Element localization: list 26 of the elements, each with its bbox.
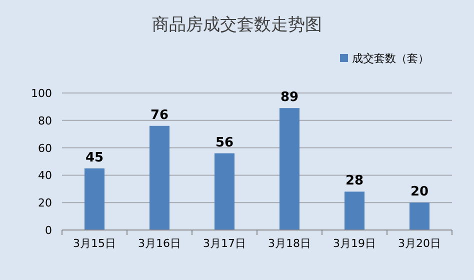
data-label: 28 <box>345 174 364 189</box>
bar <box>280 108 300 230</box>
x-tick-label: 3月16日 <box>138 237 181 250</box>
legend-label: 成交套数（套） <box>352 52 429 65</box>
x-tick-label: 3月19日 <box>333 237 376 250</box>
bar <box>214 153 234 230</box>
bar <box>410 202 430 230</box>
bar <box>84 168 104 230</box>
data-label: 45 <box>85 150 104 166</box>
x-tick-label: 3月17日 <box>203 237 246 250</box>
y-tick-label: 100 <box>31 87 52 100</box>
data-label: 20 <box>410 184 429 200</box>
y-tick-label: 80 <box>38 114 52 128</box>
y-tick-label: 40 <box>38 169 52 182</box>
y-tick-label: 20 <box>38 196 52 210</box>
y-tick-label: 0 <box>45 224 52 237</box>
y-tick-label: 60 <box>38 142 52 155</box>
bar <box>344 192 364 230</box>
x-tick-label: 3月20日 <box>398 237 441 250</box>
data-label: 56 <box>215 135 234 150</box>
x-tick-label: 3月15日 <box>73 237 116 250</box>
x-tick-label: 3月18日 <box>268 237 311 250</box>
data-label: 76 <box>150 108 169 123</box>
data-label: 89 <box>280 90 299 106</box>
chart-title: 商品房成交套数走势图 <box>152 15 322 35</box>
bar <box>150 126 170 230</box>
